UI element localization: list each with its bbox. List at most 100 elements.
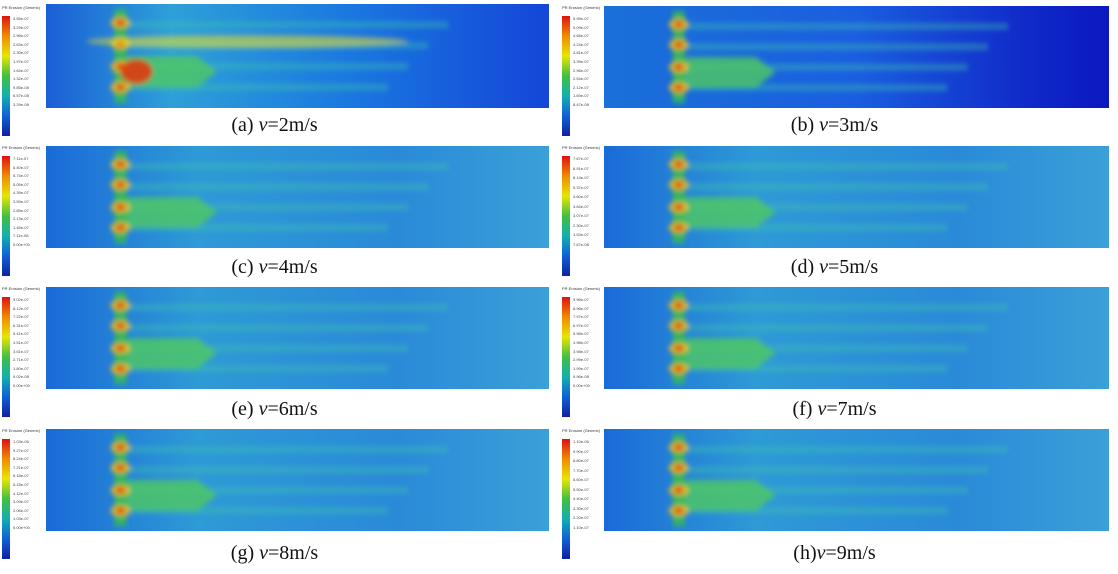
caption-variable: v [819,256,829,278]
legend-tick-label: 3.59e-07 [13,199,29,204]
legend-title: PR Erosion (Generic) [562,5,601,10]
legend-tick-label: 2.63e-07 [13,41,29,47]
legend-tick-label: 2.30e-07 [573,222,589,228]
legend-tick-label: 3.84e-07 [573,203,589,209]
legend-tick-label: 5.98e-07 [573,331,589,337]
legend-color-bar [562,439,570,559]
legend-tick-label: 1.99e-07 [573,365,589,371]
legend-tick-label: 1.69e-07 [573,93,589,99]
legend-tick-label: 9.02e-07 [13,297,29,302]
legend-tick-label: 3.81e-07 [573,50,589,56]
legend-tick-label: 3.39e-07 [573,59,589,64]
legend-tick-label: 7.97e-07 [573,314,589,320]
legend-tick-label: 5.15e-07 [13,482,29,487]
legend-tick-label: 4.98e-07 [573,340,589,345]
legend-tick-label: 2.06e-07 [13,507,29,513]
color-legend: PR Erosion (Generic) 1.10e-06 9.90e-07 8.8… [560,427,608,565]
legend-tick-label: 7.22e-07 [13,314,29,320]
caption-value: =8m/s [268,542,319,564]
caption-value: =5m/s [828,256,879,278]
legend-tick-label: 8.12e-07 [13,305,29,311]
legend-tick-label: 8.96e-07 [573,305,589,311]
color-legend: PR Erosion (Generic) 5.95e-07 5.09e-07 4.6… [560,4,608,142]
erosion-contour-plot [46,4,549,108]
color-legend: PR Erosion (Generic) 9.96e-07 8.96e-07 7.9… [560,285,608,423]
contour-panel-f: PR Erosion (Generic) 9.96e-07 8.96e-07 7.9… [560,285,1109,423]
legend-tick-label: 7.21e-07 [13,464,29,470]
caption-label: (h) [793,542,817,564]
caption-variable: v [258,398,268,420]
legend-tick-label: 1.32e-07 [13,76,29,82]
erosion-contour-plot [46,429,549,531]
legend-tick-label: 9.02e-08 [13,374,29,380]
erosion-contour-plot [604,429,1109,531]
erosion-contour-plot [604,287,1109,389]
legend-tick-label: 1.80e-07 [13,365,29,371]
caption-label: (g) [230,542,260,564]
legend-tick-label: 9.90e-07 [573,448,589,454]
legend-tick-label: 0.00e+00 [13,383,30,388]
contour-panel-d: PR Erosion (Generic) 7.67e-07 6.91e-07 6.1… [560,144,1109,282]
contour-panel-c: PR Erosion (Generic) 7.11e-07 6.40e-07 5.7… [0,144,549,282]
legend-tick-label: 6.97e-07 [573,322,589,328]
legend-tick-label: 3.09e-07 [13,499,29,505]
legend-tick-label: 4.12e-07 [13,490,29,496]
caption-variable: v [816,542,826,564]
legend-tick-label: 2.54e-07 [573,76,589,82]
legend-tick-label: 5.95e-07 [573,16,589,21]
legend-tick-label: 3.61e-07 [13,348,29,354]
color-legend: PR Erosion (Generic) 3.55e-07 3.29e-07 2.9… [0,4,48,142]
legend-tick-label: 5.74e-07 [13,173,29,179]
legend-tick-label: 2.99e-07 [573,357,589,363]
legend-tick-label: 3.29e-08 [13,102,29,107]
legend-tick-label: 0.00e+00 [573,383,590,388]
caption-a: (a) v=2m/s [0,114,549,137]
legend-title: PR Erosion (Generic) [2,145,41,150]
legend-tick-label: 9.96e-07 [573,297,589,302]
legend-tick-label: 8.47e-08 [573,102,589,107]
caption-variable: v [259,542,269,564]
legend-tick-label: 4.40e-07 [573,496,589,502]
caption-label: (f) [792,398,818,420]
caption-c: (c) v=4m/s [0,256,549,279]
legend-tick-label: 4.39e-07 [13,190,29,196]
legend-tick-label: 3.29e-07 [13,24,29,30]
caption-value: =4m/s [267,256,318,278]
legend-title: PR Erosion (Generic) [562,286,601,291]
caption-value: =6m/s [267,398,318,420]
legend-title: PR Erosion (Generic) [2,286,41,291]
legend-tick-label: 6.91e-07 [573,165,589,171]
color-legend: PR Erosion (Generic) 7.67e-07 6.91e-07 6.1… [560,144,608,282]
legend-tick-label: 2.85e-07 [13,207,29,213]
legend-tick-label: 2.13e-07 [13,216,29,222]
erosion-contour-plot [604,6,1109,108]
legend-tick-label: 3.55e-07 [13,16,29,21]
caption-e: (e) v=6m/s [0,398,549,421]
legend-tick-label: 2.96e-07 [573,67,589,73]
legend-tick-label: 7.67e-08 [573,242,589,247]
legend-tick-label: 9.27e-07 [13,447,29,453]
legend-title: PR Erosion (Generic) [2,428,41,433]
legend-color-bar [2,16,10,136]
contour-panel-g: PR Erosion (Generic) 1.03e-06 9.27e-07 8.2… [0,427,549,565]
legend-tick-label: 4.51e-07 [13,340,29,345]
legend-tick-label: 2.20e-07 [573,515,589,521]
legend-color-bar [2,156,10,276]
color-legend: PR Erosion (Generic) 7.11e-07 6.40e-07 5.7… [0,144,48,282]
legend-tick-label: 7.11e-07 [13,156,29,161]
contour-panel-a: PR Erosion (Generic) 3.55e-07 3.29e-07 2.9… [0,4,549,142]
legend-title: PR Erosion (Generic) [2,5,41,10]
caption-label: (e) [231,398,259,420]
caption-g: (g) v=8m/s [0,542,549,565]
contour-panel-e: PR Erosion (Generic) 9.02e-07 8.12e-07 7.2… [0,285,549,423]
legend-tick-label: 9.85e-08 [13,84,29,90]
legend-tick-label: 3.07e-07 [573,213,589,219]
legend-color-bar [562,16,570,136]
legend-tick-label: 1.45e-07 [13,224,29,230]
legend-tick-label: 4.24e-07 [573,41,589,47]
color-legend: PR Erosion (Generic) 9.02e-07 8.12e-07 7.2… [0,285,48,423]
legend-tick-label: 6.60e-07 [573,477,589,483]
legend-tick-label: 6.40e-07 [13,164,29,170]
legend-tick-label: 6.14e-07 [573,175,589,181]
legend-tick-label: 7.11e-08 [13,233,29,239]
